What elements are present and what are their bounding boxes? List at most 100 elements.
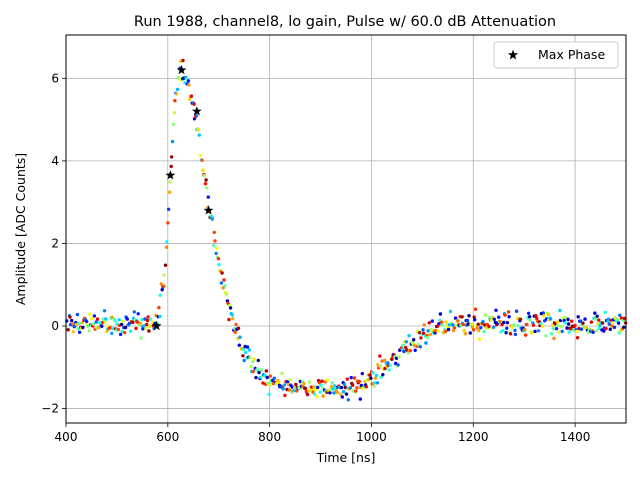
scatter-point	[189, 94, 194, 98]
scatter-point	[165, 240, 169, 244]
scatter-point	[518, 317, 523, 321]
scatter-point	[556, 330, 561, 334]
max-phase-star	[203, 205, 214, 215]
scatter-point	[454, 323, 458, 327]
scatter-point	[482, 329, 486, 334]
scatter-point	[252, 357, 256, 361]
y-tick-label: −2	[41, 402, 59, 416]
scatter-point	[263, 373, 267, 378]
scatter-point	[573, 323, 577, 328]
scatter-point	[576, 315, 580, 319]
scatter-point	[228, 306, 233, 310]
scatter-point	[214, 251, 218, 256]
scatter-point	[533, 329, 537, 334]
scatter-point	[177, 76, 181, 80]
scatter-point	[172, 111, 177, 115]
scatter-point	[135, 320, 140, 324]
scatter-point	[559, 324, 563, 329]
scatter-point	[245, 345, 250, 349]
scatter-point	[344, 392, 349, 396]
scatter-point	[408, 349, 412, 353]
scatter-point	[149, 317, 153, 321]
scatter-point	[451, 323, 455, 327]
scatter-point	[313, 388, 318, 392]
scatter-point	[144, 326, 148, 331]
scatter-point	[138, 321, 142, 326]
scatter-point	[311, 385, 316, 389]
scatter-point	[343, 385, 347, 390]
scatter-point	[569, 327, 573, 331]
scatter-point	[181, 58, 185, 63]
scatter-point	[242, 347, 246, 351]
scatter-point	[419, 336, 423, 340]
scatter-point	[531, 323, 536, 327]
x-tick-label: 800	[258, 430, 281, 444]
scatter-point	[469, 322, 474, 326]
scatter-point	[556, 320, 560, 324]
scatter-point	[483, 313, 488, 317]
scatter-point	[387, 368, 391, 372]
scatter-point	[544, 334, 548, 338]
scatter-point	[268, 383, 272, 387]
x-axis-label: Time [ns]	[316, 450, 376, 465]
scatter-point	[224, 292, 229, 296]
scatter-point	[528, 318, 532, 323]
scatter-point	[526, 311, 531, 315]
scatter-point	[550, 323, 555, 328]
scatter-point	[523, 327, 527, 332]
scatter-point	[125, 317, 129, 321]
scatter-point	[215, 246, 219, 251]
scatter-point	[198, 153, 203, 158]
scatter-point	[168, 180, 172, 184]
scatter-point	[448, 309, 453, 314]
scatter-point	[277, 380, 281, 385]
scatter-point	[595, 314, 599, 318]
scatter-point	[92, 322, 96, 326]
scatter-point	[192, 102, 196, 106]
scatter-point	[473, 318, 477, 322]
scatter-point	[565, 326, 569, 330]
scatter-point	[593, 317, 598, 321]
scatter-point	[360, 371, 364, 376]
max-phase-points	[151, 64, 214, 331]
scatter-point	[230, 313, 235, 317]
scatter-point	[406, 351, 410, 355]
scatter-point	[394, 356, 399, 360]
scatter-point	[489, 318, 493, 322]
scatter-point	[397, 355, 401, 359]
scatter-point	[472, 315, 476, 319]
scatter-point	[292, 386, 297, 390]
scatter-point	[256, 358, 260, 363]
scatter-point	[305, 392, 310, 397]
scatter-point	[86, 324, 90, 328]
scatter-point	[325, 378, 329, 382]
scatter-point	[548, 317, 553, 321]
max-phase-star	[151, 320, 162, 331]
scatter-point	[81, 325, 85, 330]
scatter-point	[346, 398, 350, 402]
scatter-point	[593, 311, 597, 315]
scatter-point	[251, 369, 255, 374]
scatter-point	[440, 323, 445, 327]
scatter-point	[77, 330, 82, 334]
scatter-point	[338, 392, 343, 396]
scatter-point	[471, 328, 476, 332]
y-axis-ticks: −2 0 2 4 6	[41, 71, 66, 416]
scatter-point	[320, 379, 324, 383]
scatter-point	[200, 158, 204, 162]
scatter-point	[570, 319, 574, 323]
scatter-point	[88, 312, 92, 317]
scatter-point	[283, 393, 287, 398]
scatter-point	[364, 385, 368, 389]
scatter-point	[319, 383, 323, 387]
scatter-point	[468, 331, 472, 335]
scatter-point	[368, 373, 372, 377]
scatter-point	[71, 330, 75, 334]
scatter-point	[171, 122, 176, 127]
scatter-point	[506, 310, 511, 314]
scatter-point	[70, 318, 74, 323]
scatter-point	[335, 390, 339, 395]
scatter-point	[108, 326, 112, 330]
scatter-point	[120, 329, 124, 334]
scatter-point	[487, 324, 491, 329]
